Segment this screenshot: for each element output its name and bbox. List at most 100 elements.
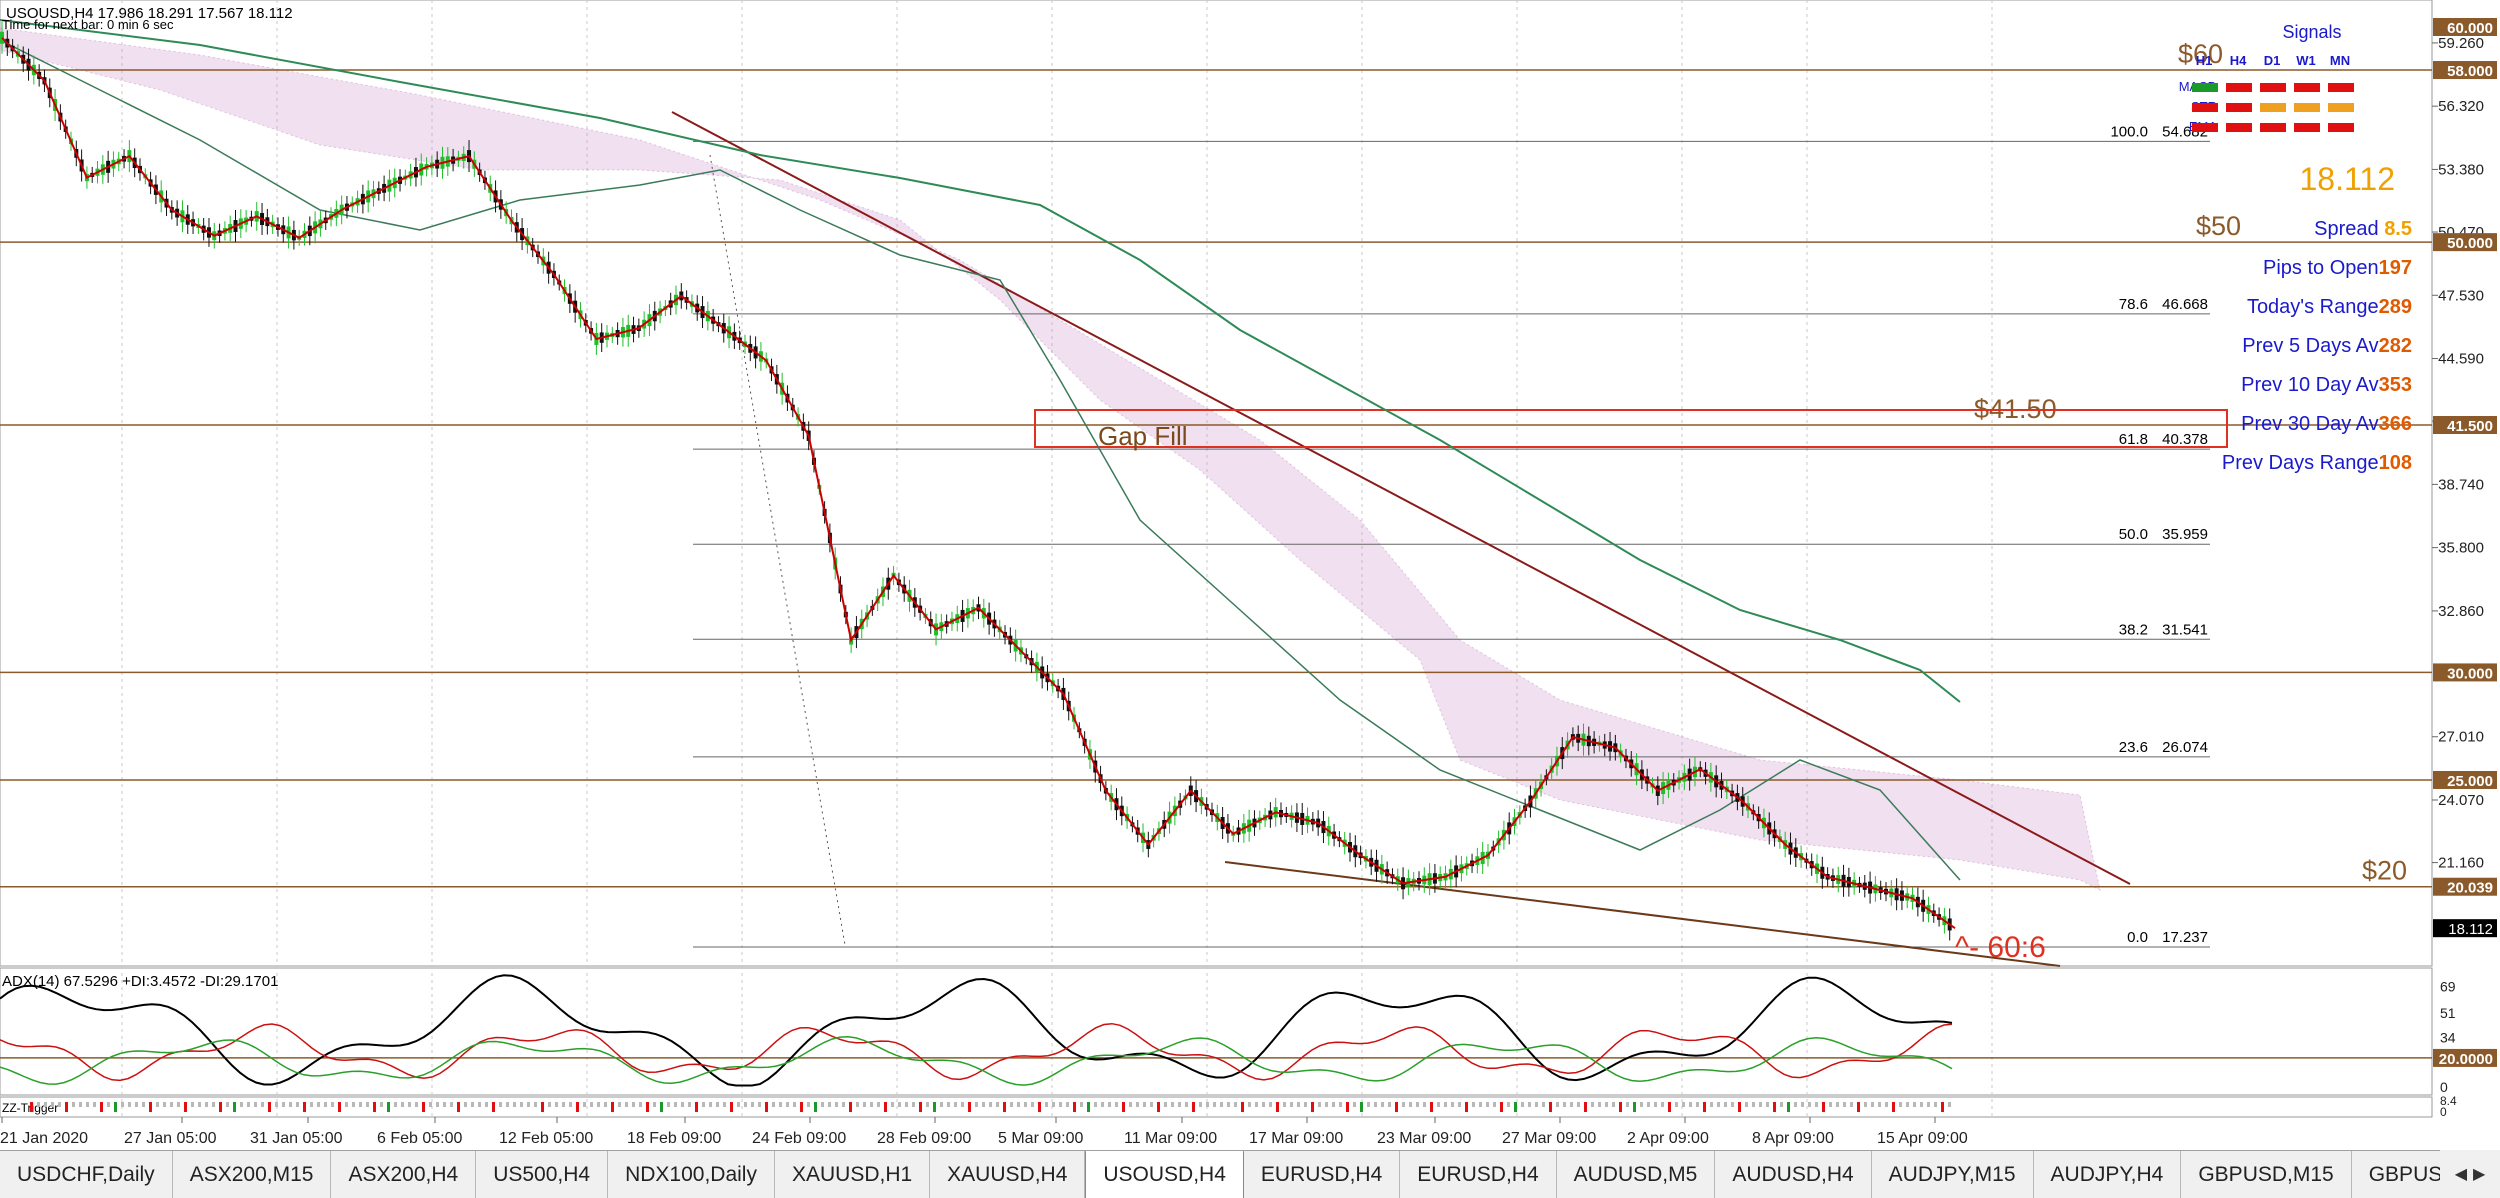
- stat-value: 353: [2379, 374, 2412, 396]
- time-axis-label: 11 Mar 09:00: [1124, 1130, 1217, 1147]
- stat-value: 197: [2379, 257, 2412, 279]
- fib-anchor-line[interactable]: [709, 154, 846, 946]
- stat-row: Prev 30 Day Av366: [2241, 413, 2412, 435]
- zz-trigger-mark: [1528, 1102, 1531, 1107]
- time-axis[interactable]: 21 Jan 2020 27 Jan 05:00 31 Jan 05:00 6 Feb…: [0, 1117, 1968, 1147]
- price-axis[interactable]: 59.26056.32053.38050.47047.53044.59041.6…: [2432, 18, 2497, 938]
- zz-trigger-mark: [1367, 1102, 1370, 1107]
- zz-trigger-mark: [107, 1102, 110, 1107]
- fib-ratio: 50.0: [2119, 526, 2148, 543]
- price-axis-label: 21.160: [2438, 855, 2484, 872]
- tab-scroll-right-icon[interactable]: ▶: [2473, 1165, 2486, 1183]
- price-axis-label: 27.010: [2438, 729, 2484, 746]
- zz-trigger-mark: [800, 1102, 803, 1112]
- price-level-tag-text: 58.000: [2447, 63, 2493, 80]
- signal-indicator: [2226, 83, 2252, 92]
- zz-trigger-mark: [1206, 1102, 1209, 1107]
- signal-indicator: [2192, 123, 2218, 132]
- zz-trigger-mark: [793, 1102, 796, 1107]
- price-pane: [0, 0, 2433, 967]
- chart-tab[interactable]: AUDJPY,M15: [1872, 1151, 2034, 1198]
- zz-trigger-mark: [541, 1102, 544, 1112]
- zz-trigger-mark: [1787, 1102, 1790, 1112]
- adx-pane: [0, 967, 2433, 1096]
- stat-value: 282: [2379, 335, 2412, 357]
- zz-trigger-mark: [499, 1102, 502, 1107]
- zz-trigger-mark: [1696, 1102, 1699, 1107]
- zz-trigger-mark: [1276, 1102, 1279, 1112]
- zz-trigger-mark: [1710, 1102, 1713, 1107]
- chart-tab[interactable]: AUDUSD,H4: [1715, 1151, 1872, 1198]
- chart-tab[interactable]: ASX200,M15: [173, 1151, 332, 1198]
- fib-ratio: 61.8: [2119, 431, 2148, 448]
- zz-trigger-mark: [1829, 1102, 1832, 1107]
- tab-scroll-left-icon[interactable]: ◀: [2454, 1165, 2467, 1183]
- zz-trigger-mark: [884, 1102, 887, 1112]
- zz-trigger-mark: [765, 1102, 768, 1112]
- signal-timeframe: MN: [2330, 53, 2350, 68]
- zz-trigger-mark: [1262, 1102, 1265, 1107]
- chart-tab[interactable]: USOUSD,H4: [1085, 1151, 1244, 1198]
- fib-ratio: 23.6: [2119, 739, 2148, 756]
- zz-trigger-mark: [968, 1102, 971, 1112]
- zz-trigger-mark: [1850, 1102, 1853, 1107]
- zz-trigger-mark: [534, 1102, 537, 1107]
- zz-axis-label: 0: [2440, 1105, 2447, 1119]
- zz-trigger-mark: [814, 1102, 817, 1112]
- zz-trigger-mark: [709, 1102, 712, 1107]
- price-line: [1, 37, 1956, 930]
- chart-tab[interactable]: ASX200,H4: [331, 1151, 477, 1198]
- time-axis-label: 21 Jan 2020: [0, 1130, 88, 1147]
- zz-trigger-mark: [212, 1102, 215, 1107]
- current-price-readout: 18.112: [2300, 161, 2396, 197]
- chart-tab[interactable]: US500,H4: [476, 1151, 609, 1198]
- zz-trigger-mark: [100, 1102, 103, 1112]
- zz-trigger-mark: [121, 1102, 124, 1107]
- zz-trigger-mark: [1871, 1102, 1874, 1107]
- zz-trigger-mark: [1437, 1102, 1440, 1107]
- zz-trigger-mark: [443, 1102, 446, 1107]
- adx-axis: 69 51 34 0 20.0000: [2433, 979, 2497, 1095]
- zz-trigger-mark: [1759, 1102, 1762, 1107]
- zz-trigger-mark: [702, 1102, 705, 1107]
- chart-tab[interactable]: AUDUSD,M5: [1557, 1151, 1716, 1198]
- chart-tab[interactable]: USDCHF,Daily: [0, 1151, 173, 1198]
- fib-price: 35.959: [2162, 526, 2208, 543]
- gap-fill-box[interactable]: [1034, 409, 2228, 448]
- adx-main-line: [0, 974, 1953, 1087]
- zz-trigger-mark: [1129, 1102, 1132, 1107]
- chart-tab[interactable]: XAUUSD,H4: [930, 1151, 1086, 1198]
- chart-tab[interactable]: EURUSD,H4: [1244, 1151, 1401, 1198]
- chart-tab[interactable]: XAUUSD,H1: [775, 1151, 931, 1198]
- price-axis-label: 56.320: [2438, 98, 2484, 115]
- adx-minus-di-line: [0, 1022, 1953, 1082]
- zz-axis: 8.40: [2440, 1094, 2457, 1119]
- zz-trigger-mark: [261, 1102, 264, 1107]
- zz-trigger-mark: [282, 1102, 285, 1107]
- zz-trigger-mark: [1563, 1102, 1566, 1107]
- zz-trigger-mark: [1619, 1102, 1622, 1112]
- zz-trigger-mark: [1605, 1102, 1608, 1107]
- zz-trigger-mark: [1626, 1102, 1629, 1107]
- zz-trigger-mark: [1402, 1102, 1405, 1107]
- zz-trigger-mark: [975, 1102, 978, 1107]
- fib-price: 26.074: [2162, 739, 2208, 756]
- zz-trigger-mark: [583, 1102, 586, 1107]
- lower-channel-line[interactable]: [1224, 861, 2061, 967]
- chart-tab[interactable]: EURUSD,H4: [1400, 1151, 1557, 1198]
- chart-tab[interactable]: GBPUSD,M15: [2181, 1151, 2352, 1198]
- zz-trigger-mark: [1332, 1102, 1335, 1107]
- zz-trigger-mark: [842, 1102, 845, 1107]
- chart-tab[interactable]: AUDJPY,H4: [2034, 1151, 2182, 1198]
- zz-trigger-mark: [863, 1102, 866, 1107]
- chart-tab[interactable]: NDX100,Daily: [608, 1151, 775, 1198]
- stat-row: Spread 8.5: [2314, 218, 2412, 240]
- price-level-tag: [2433, 877, 2497, 896]
- signals-title: Signals: [2282, 22, 2341, 42]
- zz-trigger-mark: [128, 1102, 131, 1107]
- zz-trigger-mark: [1101, 1102, 1104, 1107]
- zz-trigger-mark: [142, 1102, 145, 1107]
- downtrend-line[interactable]: [671, 111, 2131, 885]
